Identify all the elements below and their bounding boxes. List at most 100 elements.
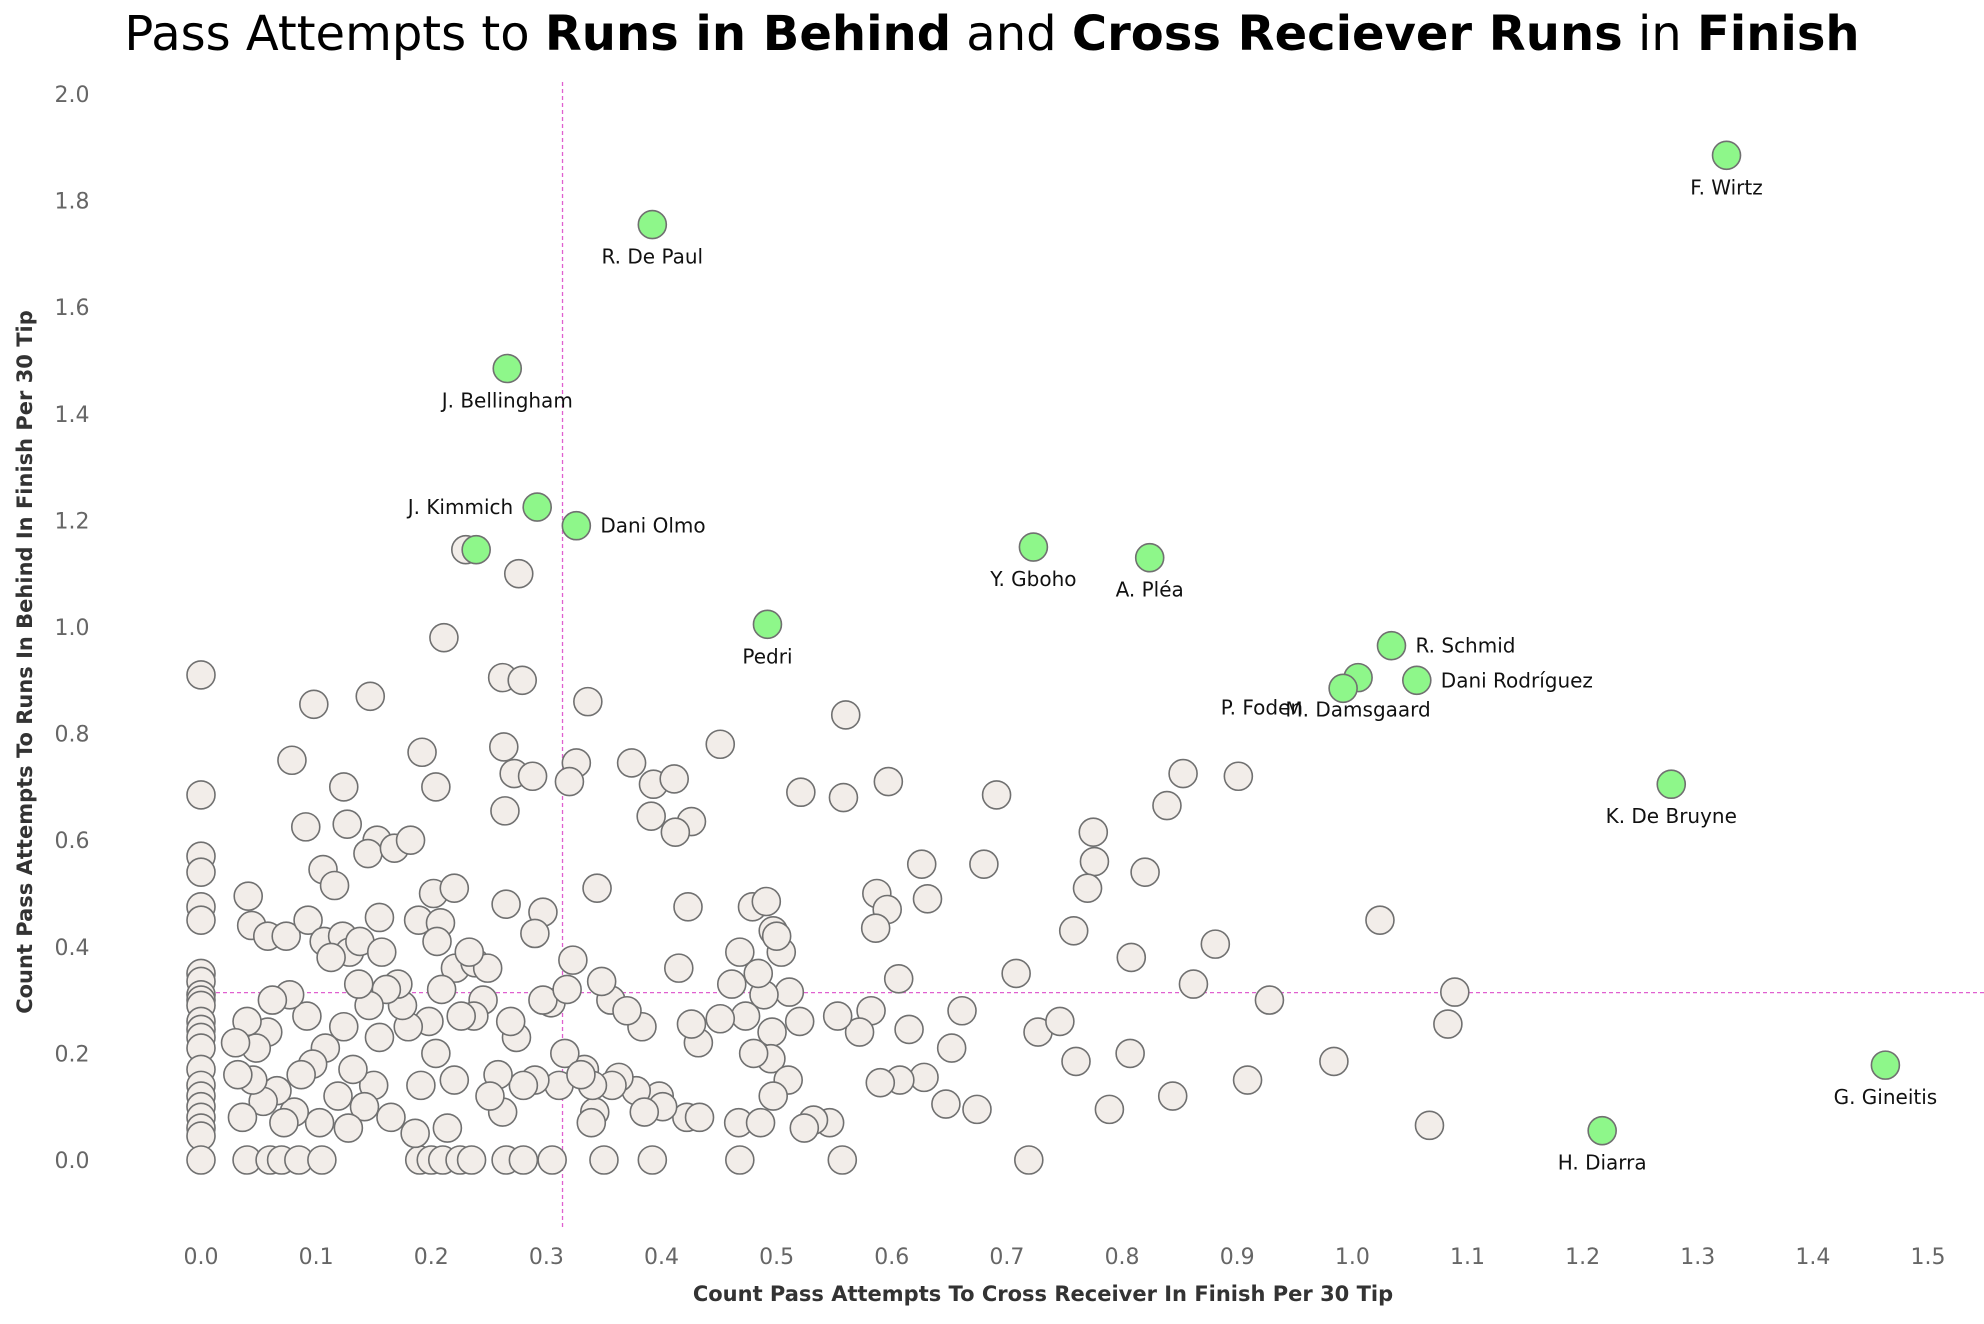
x-tick-label: 0.1 — [299, 1245, 334, 1270]
data-point — [860, 913, 891, 943]
data-point — [1115, 1038, 1145, 1069]
data-point — [1116, 942, 1147, 973]
point-label: R. De Paul — [602, 245, 704, 269]
data-point — [353, 838, 383, 869]
data-point — [827, 1145, 858, 1175]
data-point — [558, 945, 588, 975]
highlighted-point — [1870, 1050, 1901, 1080]
highlighted-point — [1018, 532, 1049, 562]
data-point — [186, 905, 216, 935]
data-point — [1232, 1065, 1263, 1095]
data-point — [705, 729, 736, 760]
data-point — [422, 926, 452, 957]
data-point — [1168, 758, 1198, 789]
x-tick-label: 1.3 — [1680, 1245, 1715, 1270]
data-point — [636, 801, 666, 832]
highlighted-point — [1328, 673, 1358, 704]
x-tick-label: 0.7 — [989, 1245, 1024, 1270]
title-part-0: Pass Attempts to — [124, 6, 544, 62]
title-part-4: in — [1623, 6, 1697, 62]
point-label: Y. Gboho — [989, 567, 1076, 591]
data-point — [1072, 873, 1103, 903]
data-point — [716, 969, 747, 999]
data-point — [1079, 846, 1110, 877]
data-point — [1319, 1046, 1349, 1077]
data-point — [774, 977, 805, 1007]
point-label: K. De Bruyne — [1606, 804, 1737, 828]
data-point — [981, 780, 1012, 810]
data-point — [395, 825, 426, 856]
data-point — [186, 857, 216, 887]
data-point — [508, 1070, 539, 1101]
data-point — [233, 881, 264, 911]
data-point — [1254, 985, 1285, 1015]
point-label: G. Gineitis — [1834, 1085, 1938, 1109]
data-point — [586, 966, 617, 997]
data-point — [616, 748, 647, 778]
highlighted-point — [522, 492, 552, 522]
data-point — [552, 974, 582, 1005]
data-point — [491, 889, 521, 919]
data-point — [355, 681, 386, 712]
data-point — [186, 780, 216, 810]
data-point — [429, 622, 459, 653]
title-part-1: Runs in Behind — [545, 6, 951, 62]
point-label: A. Pléa — [1116, 578, 1184, 602]
data-point — [293, 905, 323, 935]
data-point — [1058, 916, 1089, 946]
data-point — [316, 942, 346, 973]
data-point — [761, 921, 792, 951]
data-point — [738, 1038, 769, 1069]
data-point — [343, 969, 374, 999]
data-point — [292, 1001, 322, 1031]
data-point — [576, 1107, 607, 1138]
highlighted-point — [1587, 1115, 1617, 1146]
data-point — [1223, 761, 1254, 792]
data-point — [333, 1113, 364, 1143]
data-point — [751, 886, 782, 917]
data-point — [730, 1001, 761, 1031]
point-label: R. Schmid — [1415, 634, 1515, 658]
highlighted-point — [1711, 140, 1742, 171]
data-point — [227, 1102, 258, 1133]
data-point — [1014, 1145, 1044, 1175]
data-point — [894, 1014, 924, 1045]
data-point — [407, 737, 437, 768]
point-label: J. Kimmich — [406, 495, 513, 519]
data-point — [332, 809, 363, 840]
data-point — [376, 1102, 406, 1133]
y-tick-label: 0.0 — [55, 1149, 90, 1174]
chart-title: Pass Attempts to Runs in Behind and Cros… — [124, 6, 1859, 62]
point-label: Pedri — [742, 644, 792, 668]
data-point — [1433, 1009, 1463, 1039]
y-tick-label: 1.8 — [55, 190, 90, 215]
point-label: P. Foden — [1221, 695, 1303, 719]
data-point — [566, 1059, 596, 1090]
data-point — [962, 1094, 992, 1125]
x-tick-label: 1.2 — [1565, 1245, 1600, 1270]
x-tick-label: 1.5 — [1911, 1245, 1946, 1270]
player-labels: F. Wirtz R. De Paul J. Bellingham J. Kimmic… — [406, 175, 1938, 1174]
data-point — [1178, 969, 1209, 999]
data-point — [664, 953, 694, 983]
data-point — [912, 884, 943, 914]
data-point — [830, 700, 861, 730]
data-point — [277, 745, 307, 776]
data-point — [1001, 958, 1031, 989]
data-point — [745, 1107, 776, 1138]
data-point — [319, 870, 350, 901]
data-point — [286, 1059, 316, 1090]
data-point — [323, 1081, 353, 1111]
data-point — [304, 1107, 335, 1138]
x-tick-label: 0.9 — [1220, 1245, 1255, 1270]
highlighted-point — [561, 510, 592, 541]
data-point — [446, 1001, 477, 1031]
data-point — [1440, 977, 1470, 1007]
data-point — [582, 873, 612, 903]
point-label: J. Bellingham — [440, 388, 573, 412]
title-part-2: and — [951, 6, 1072, 62]
data-point — [223, 1059, 253, 1090]
data-point — [743, 958, 774, 989]
data-point — [673, 892, 703, 922]
